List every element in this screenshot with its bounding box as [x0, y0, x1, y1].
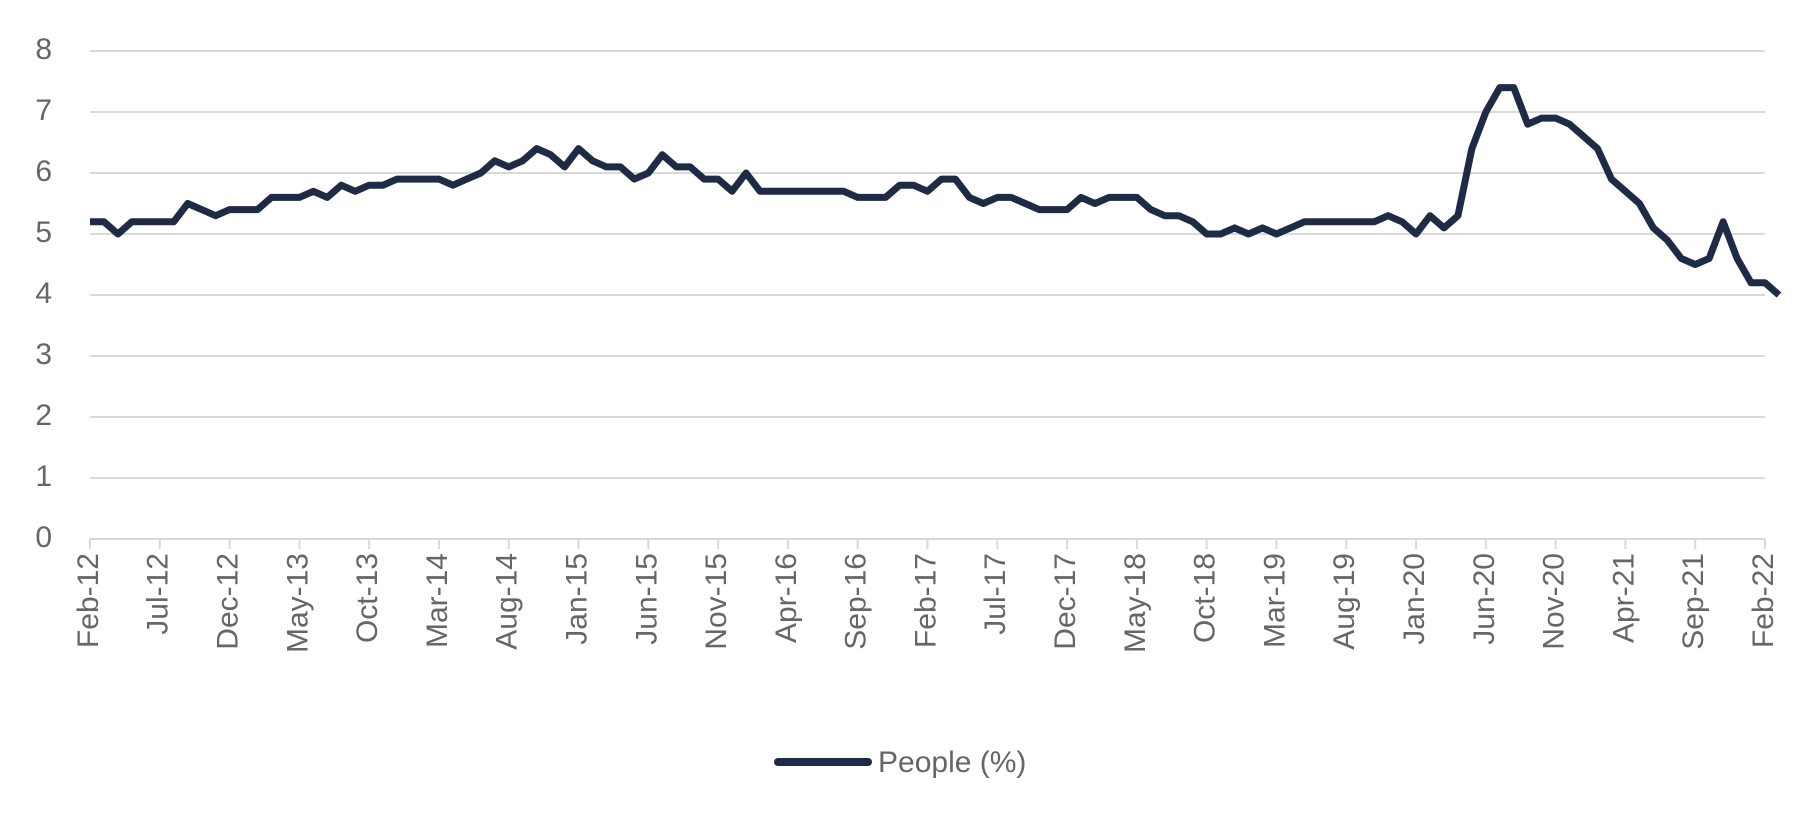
x-tick-label: Dec-17: [1049, 553, 1082, 650]
x-tick-label: Jan-20: [1398, 553, 1431, 645]
x-tick-label: Mar-19: [1258, 553, 1291, 648]
y-tick-label: 4: [35, 277, 52, 310]
x-tick-label: Sep-21: [1677, 553, 1710, 650]
x-tick-label: May-18: [1119, 553, 1152, 653]
x-tick-label: Feb-22: [1747, 553, 1780, 648]
x-tick-label: Apr-21: [1607, 553, 1640, 643]
x-tick-label: Aug-14: [491, 553, 524, 650]
y-tick-label: 1: [35, 460, 52, 493]
y-tick-label: 7: [35, 94, 52, 127]
y-tick-label: 6: [35, 155, 52, 188]
x-tick-label: Nov-20: [1538, 553, 1571, 650]
x-tick-label: Aug-19: [1328, 553, 1361, 650]
x-tick-label: Jul-17: [979, 553, 1012, 635]
line: [90, 84, 1782, 298]
y-tick-label: 5: [35, 216, 52, 249]
x-tick-label: Jun-15: [630, 553, 663, 645]
x-tick-label: Apr-16: [770, 553, 803, 643]
x-tick-label: Dec-12: [212, 553, 245, 650]
legend-label: People (%): [878, 746, 1026, 779]
x-tick-label: Sep-16: [840, 553, 873, 650]
x-tick-label: Jun-20: [1468, 553, 1501, 645]
x-tick-label: Feb-17: [909, 553, 942, 648]
x-tick-label: Mar-14: [421, 553, 454, 648]
x-tick-label: Oct-13: [351, 553, 384, 643]
x-tick-label: Nov-15: [700, 553, 733, 650]
y-tick-label: 8: [35, 33, 52, 66]
y-tick-label: 0: [35, 521, 52, 554]
x-tick-label: Feb-12: [72, 553, 105, 648]
x-tick-label: Oct-18: [1189, 553, 1222, 643]
y-tick-label: 2: [35, 399, 52, 432]
x-tick-label: Jan-15: [560, 553, 593, 645]
x-tick-label: May-13: [281, 553, 314, 653]
x-tick-label: Jul-12: [142, 553, 175, 635]
y-tick-label: 3: [35, 338, 52, 371]
